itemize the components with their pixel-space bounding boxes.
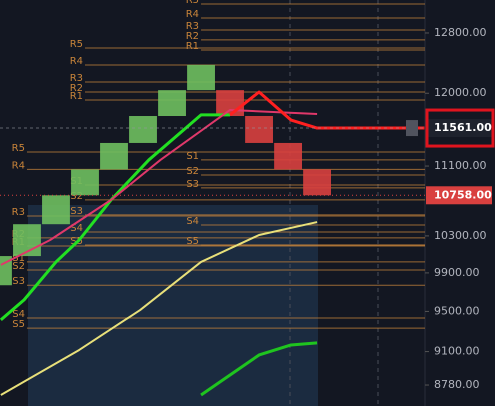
pivot-label: R3 xyxy=(186,21,199,32)
renko-box xyxy=(100,142,128,170)
y-tick-label: 12000.00 xyxy=(434,86,487,99)
renko-box xyxy=(42,195,70,225)
indicator-line xyxy=(0,113,231,322)
pivot-label: R2 xyxy=(186,31,199,42)
renko-box xyxy=(245,116,273,143)
price-flag xyxy=(406,120,418,137)
y-tick-label: 9100.00 xyxy=(434,345,480,358)
pivot-label: R4 xyxy=(12,160,25,171)
pivot-label: S2 xyxy=(12,261,25,272)
pivot-label: R5 xyxy=(186,0,199,6)
y-tick-label: 9500.00 xyxy=(434,304,480,317)
renko-box xyxy=(303,169,332,196)
last-price-label: 11561.00 xyxy=(434,121,492,134)
pivot-label: R2 xyxy=(70,83,83,94)
pivot-label: S5 xyxy=(186,236,199,247)
pivot-label: S2 xyxy=(186,166,199,177)
pivot-label: S5 xyxy=(12,319,25,330)
pivot-label: S4 xyxy=(12,309,25,320)
renko-box xyxy=(158,90,186,117)
renko-box xyxy=(187,64,215,91)
y-tick-label: 11100.00 xyxy=(434,159,487,172)
pivot-label: S4 xyxy=(70,223,83,234)
renko-box xyxy=(274,142,302,170)
y-tick-label: 8780.00 xyxy=(434,378,480,391)
pivot-label: S3 xyxy=(70,206,83,217)
pivot-label: S2 xyxy=(70,191,83,202)
pivot-label: S3 xyxy=(12,276,25,287)
indicator-line xyxy=(200,341,318,397)
renko-box xyxy=(129,116,157,143)
indicator-line xyxy=(0,221,318,396)
pivot-label: R4 xyxy=(186,9,199,20)
indicator-line xyxy=(0,108,318,266)
marker-price-label: 10758.00 xyxy=(434,188,492,201)
y-tick-label: 9900.00 xyxy=(434,266,480,279)
pivot-label: R1 xyxy=(70,91,83,102)
indicator-line xyxy=(229,90,425,130)
pivot-label: R5 xyxy=(12,143,25,154)
pivot-label: S3 xyxy=(186,179,199,190)
pivot-label: S1 xyxy=(12,253,25,264)
renko-box xyxy=(216,90,244,117)
pivot-label: R1 xyxy=(186,41,199,52)
pivot-label: R3 xyxy=(12,207,25,218)
pivot-label: S4 xyxy=(186,216,199,227)
highlight-box xyxy=(425,108,495,148)
y-tick-label: 12800.00 xyxy=(434,26,487,39)
y-tick-label: 10300.00 xyxy=(434,229,487,242)
range-shade xyxy=(28,205,318,406)
renko-box xyxy=(0,256,12,286)
renko-box xyxy=(71,169,99,196)
pivot-label: R5 xyxy=(70,39,83,50)
last-price-tag xyxy=(426,119,492,138)
pivot-label: S1 xyxy=(186,151,199,162)
pivot-label: R4 xyxy=(70,56,83,67)
pivot-label: R3 xyxy=(70,73,83,84)
marker-price-tag xyxy=(426,186,492,205)
